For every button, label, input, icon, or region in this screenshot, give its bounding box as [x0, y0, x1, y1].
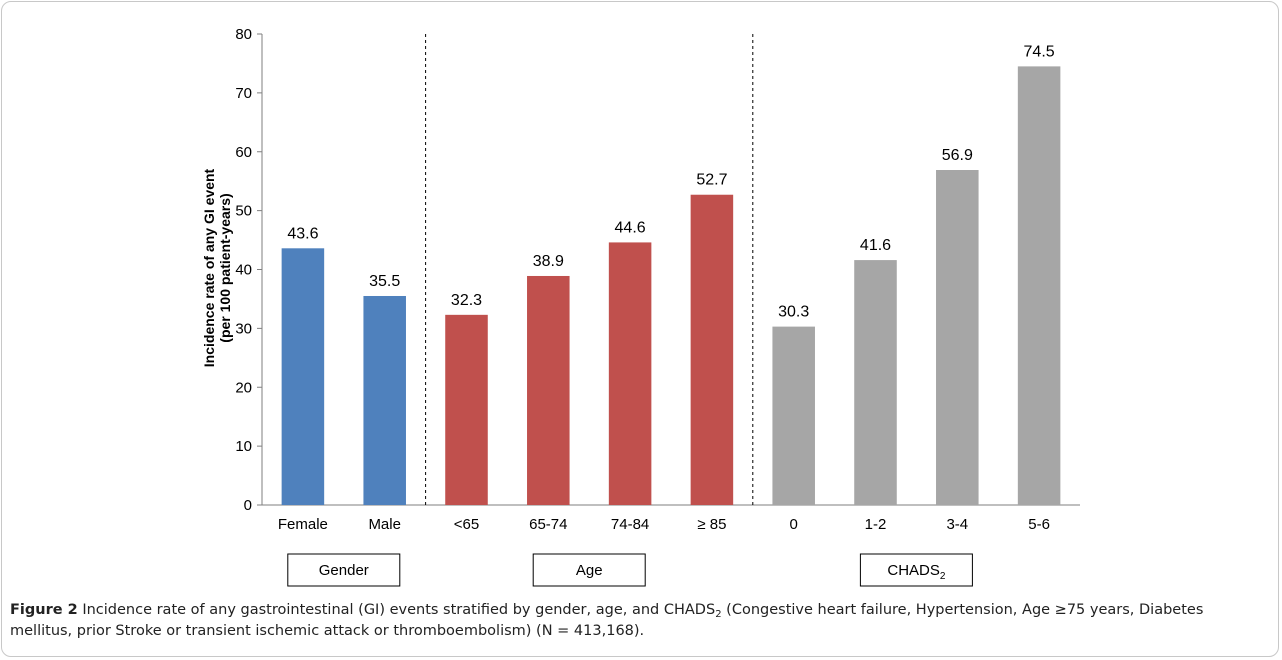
y-axis-title-line2: (per 100 patient-years) — [217, 193, 233, 342]
y-tick-label: 70 — [235, 85, 252, 102]
bar — [936, 170, 979, 505]
x-tick-label: 5-6 — [1028, 516, 1050, 533]
data-label: 56.9 — [942, 147, 973, 164]
x-tick-label: ≥ 85 — [697, 516, 726, 533]
group-label-main: CHADS — [887, 562, 940, 579]
data-label: 38.9 — [533, 253, 564, 270]
caption-text-2: (Congestive heart failure, Hypertension,… — [10, 602, 1204, 639]
data-label: 41.6 — [860, 237, 891, 254]
y-tick-label: 80 — [235, 26, 252, 43]
bar — [854, 260, 897, 505]
group-label-subscript: 2 — [940, 571, 946, 582]
y-tick-label: 0 — [244, 497, 252, 514]
data-label: 74.5 — [1024, 43, 1055, 60]
y-tick-label: 60 — [235, 144, 252, 161]
bar — [772, 326, 815, 505]
data-label: 30.3 — [778, 304, 809, 321]
x-tick-label: 74-84 — [611, 516, 649, 533]
bar — [445, 314, 488, 505]
x-tick-label: 65-74 — [529, 516, 567, 533]
figure-caption: Figure 2 Incidence rate of any gastroint… — [10, 600, 1270, 642]
group-label: Gender — [319, 562, 369, 579]
data-label: 32.3 — [451, 292, 482, 309]
y-tick-label: 30 — [235, 320, 252, 337]
group-label: Age — [576, 562, 603, 579]
y-tick-label: 20 — [235, 379, 252, 396]
group-label-main: Gender — [319, 562, 369, 579]
bar — [608, 242, 652, 506]
group-label-box — [532, 553, 646, 587]
figure-label: Figure 2 — [10, 602, 78, 618]
x-tick-label: 0 — [790, 516, 798, 533]
caption-text-1: Incidence rate of any gastrointestinal (… — [82, 602, 716, 618]
x-tick-label: Male — [368, 516, 401, 533]
group-label-box — [859, 553, 973, 587]
bar — [527, 275, 570, 505]
bar — [690, 194, 734, 505]
x-tick-label: 1-2 — [865, 516, 887, 533]
data-label: 35.5 — [369, 273, 400, 290]
y-tick-label: 40 — [235, 262, 252, 279]
bar — [281, 248, 325, 505]
y-axis-title-line1: Incidence rate of any GI event — [201, 168, 217, 367]
x-tick-label: <65 — [454, 516, 479, 533]
data-label: 43.6 — [287, 225, 318, 242]
bar — [363, 295, 406, 505]
group-label-main: Age — [576, 562, 603, 579]
y-tick-label: 50 — [235, 203, 252, 220]
group-label: CHADS2 — [887, 562, 946, 582]
data-label: 44.6 — [615, 219, 646, 236]
x-tick-label: Female — [278, 516, 328, 533]
x-tick-label: 3-4 — [946, 516, 968, 533]
bar — [1017, 66, 1061, 505]
group-label-box — [287, 553, 401, 587]
data-label: 52.7 — [696, 172, 727, 189]
y-tick-label: 10 — [235, 438, 252, 455]
caption-subscript: 2 — [715, 609, 722, 620]
